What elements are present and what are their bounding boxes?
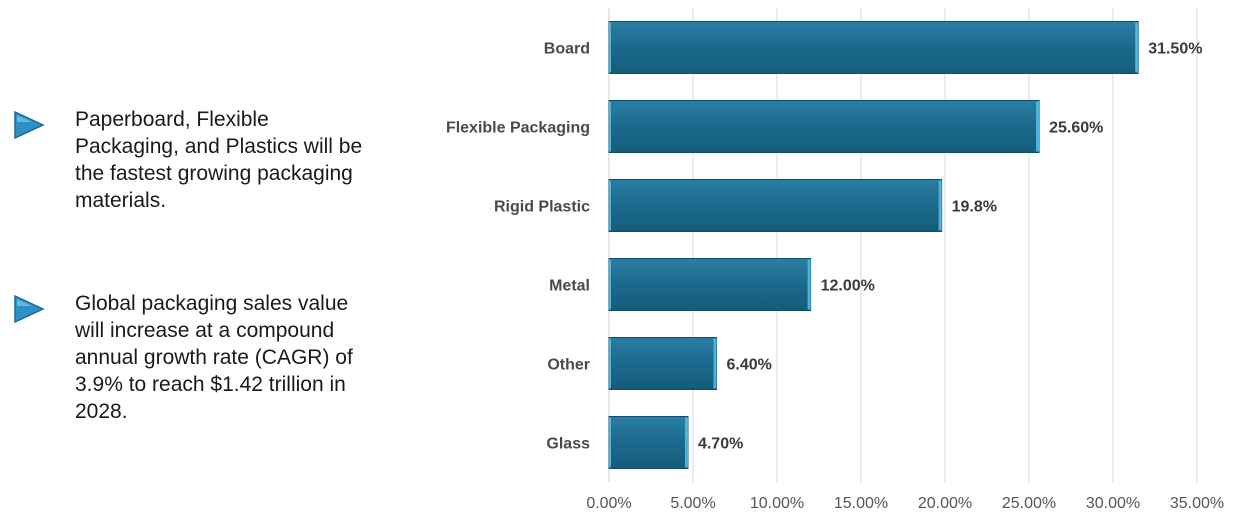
data-label: 4.70% [698,436,743,453]
data-label: 25.60% [1049,120,1103,137]
category-label: Metal [549,278,590,295]
bar-highlight [609,338,611,389]
bar-highlight [938,180,942,231]
bar-highlight [1135,22,1139,73]
bar-highlight [609,101,611,152]
x-tick-label: 25.00% [1002,495,1056,512]
category-label: Glass [546,436,590,453]
bullet-text: Global packaging sales value will increa… [75,292,353,423]
category-label: Other [547,357,590,374]
bar-highlight [609,417,611,468]
bar [608,337,718,390]
bar-highlight [684,417,688,468]
triangle-right-icon [14,110,45,140]
x-tick-label: 10.00% [750,495,804,512]
bar-highlight [609,22,611,73]
bar [608,21,1139,74]
gridlines [608,8,1198,482]
bar [608,179,943,232]
bar-highlight [609,180,611,231]
bar-highlight [713,338,717,389]
bar [608,100,1040,153]
x-tick-label: 35.00% [1170,495,1224,512]
bar [608,416,689,469]
bar-highlight [1036,101,1040,152]
triangle-right-icon [14,294,45,324]
category-label: Rigid Plastic [494,199,590,216]
bullet-text: Paperboard, Flexible Packaging, and Plas… [75,108,363,212]
bar-highlight [609,259,611,310]
x-tick-label: 15.00% [834,495,888,512]
x-tick-label: 20.00% [918,495,972,512]
category-label: Flexible Packaging [446,120,590,137]
x-tick-label: 30.00% [1086,495,1140,512]
category-label: Board [544,41,590,58]
x-tick-label: 5.00% [670,495,715,512]
x-tick-label: 0.00% [586,495,631,512]
data-label: 6.40% [727,357,772,374]
data-label: 31.50% [1148,41,1202,58]
data-label: 19.8% [952,199,997,216]
bullet-list: Paperboard, Flexible Packaging, and Plas… [0,0,420,529]
bar-highlight [807,259,811,310]
labels: 0.00% 5.00% 10.00% 15.00% 20.00% 25.00% 30.00%… [446,41,1224,513]
bar [608,258,812,311]
bars [608,21,1139,469]
data-label: 12.00% [821,278,875,295]
